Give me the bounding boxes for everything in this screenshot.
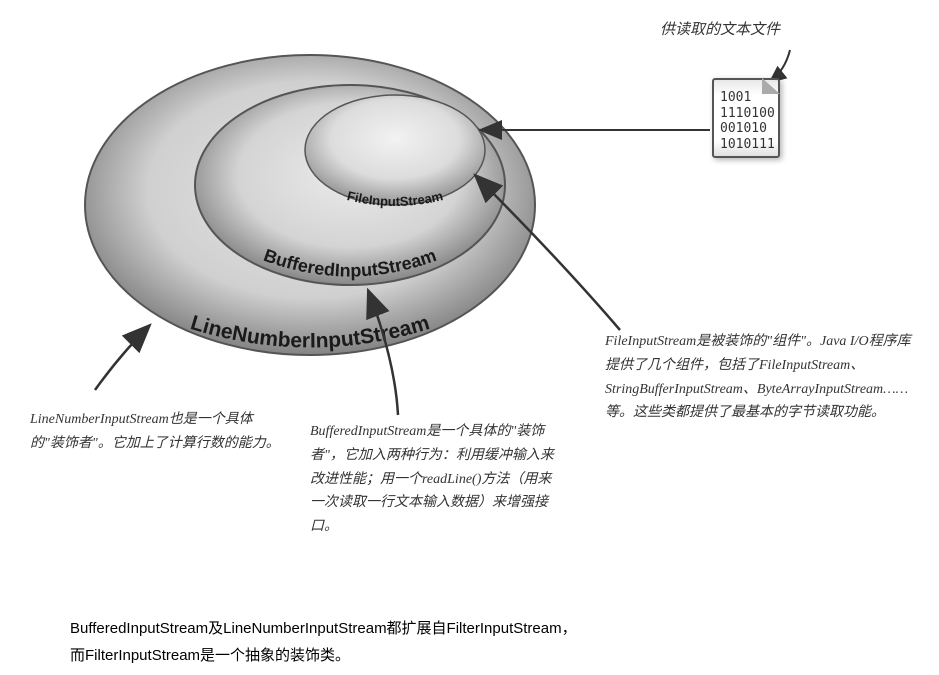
buffered-arrow [368, 290, 398, 415]
fileinput-arrow [475, 175, 620, 330]
buffered-annotation: BufferedInputStream是一个具体的"装饰者"，它加入两种行为：利… [310, 420, 560, 539]
file-line: 1110100 [720, 106, 772, 122]
middle-circle-label: BufferedInputStream [261, 245, 439, 281]
middle-circle [195, 85, 505, 285]
outer-circle [85, 55, 535, 355]
file-line: 001010 [720, 121, 772, 137]
linenumber-annotation: LineNumberInputStream也是一个具体的"装饰者"。它加上了计算… [30, 408, 280, 456]
outer-circle-label: LineNumberInputStream [188, 311, 432, 352]
file-line: 1010111 [720, 137, 772, 153]
file-line: 1001 [720, 90, 772, 106]
linenumber-arrow [95, 325, 150, 390]
inner-circle-label: FileInputStream [346, 188, 445, 209]
bottom-note: BufferedInputStream及LineNumberInputStrea… [70, 615, 590, 669]
file-label: 供读取的文本文件 [660, 18, 780, 44]
fileinput-annotation: FileInputStream是被装饰的"组件"。Java I/O程序库提供了几… [605, 330, 915, 425]
inner-circle [305, 95, 485, 205]
text-file-icon: 1001 1110100 001010 1010111 [712, 78, 780, 158]
